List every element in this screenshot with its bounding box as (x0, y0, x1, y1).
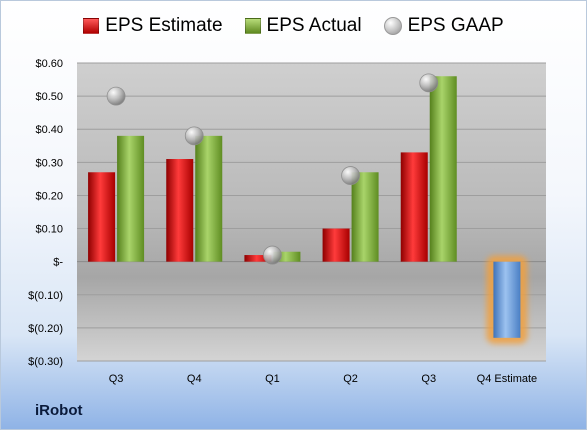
bar-actual (429, 76, 457, 262)
gaap-point (341, 166, 360, 185)
bar-estimate (166, 159, 194, 262)
y-tick-label: $(0.10) (28, 290, 63, 302)
x-tick-label: Q1 (265, 373, 280, 385)
legend-label-estimate: EPS Estimate (105, 15, 223, 36)
legend-label-actual: EPS Actual (266, 15, 362, 36)
bar-estimate (322, 228, 350, 262)
y-tick-label: $0.60 (35, 58, 63, 70)
gridlines (77, 62, 546, 362)
x-tick-label: Q3 (109, 373, 124, 385)
legend-label-gaap: EPS GAAP (407, 15, 504, 36)
legend: EPS Estimate EPS Actual EPS GAAP (1, 15, 586, 37)
x-tick-label: Q3 (421, 373, 436, 385)
company-name: iRobot (35, 402, 83, 419)
bar-estimate (88, 172, 116, 262)
legend-item-estimate: EPS Estimate (83, 15, 223, 37)
y-tick-label: $0.10 (35, 224, 63, 236)
legend-swatch-estimate (83, 18, 100, 34)
bar-estimate (400, 152, 428, 262)
y-tick-label: $0.30 (35, 157, 63, 169)
x-tick-label: Q4 Estimate (477, 373, 538, 385)
legend-item-actual: EPS Actual (244, 15, 362, 37)
bar-forecast (493, 261, 521, 338)
y-tick-label: $(0.30) (28, 356, 63, 368)
y-tick-label: $0.50 (35, 91, 63, 103)
gaap-point (419, 73, 439, 93)
bars (88, 76, 528, 344)
legend-item-gaap: EPS GAAP (383, 15, 504, 37)
gaap-point (263, 245, 282, 265)
x-tick-label: Q4 (187, 373, 202, 385)
bar-actual (351, 172, 379, 262)
y-tick-label: $0.40 (35, 124, 63, 136)
bar-actual (273, 251, 301, 262)
x-tick-label: Q2 (343, 373, 358, 385)
x-axis: Q3 Q4 Q1 Q2 Q3 Q4 Estimate (109, 373, 537, 385)
plot-area (77, 63, 546, 361)
gaap-points (106, 73, 439, 265)
bar-estimate (244, 255, 272, 262)
y-tick-label: $- (53, 257, 63, 269)
bar-actual (195, 135, 223, 262)
gaap-point (106, 86, 126, 106)
legend-swatch-gaap (383, 17, 402, 35)
y-axis: $(0.30) $(0.20) $(0.10) $- $0.10 $0.20 $0.30 $0… (28, 58, 63, 368)
y-tick-label: $0.20 (35, 190, 63, 202)
bar-actual (117, 135, 145, 262)
legend-swatch-actual (244, 18, 261, 34)
y-tick-label: $(0.20) (28, 323, 63, 335)
gaap-point (184, 126, 204, 146)
